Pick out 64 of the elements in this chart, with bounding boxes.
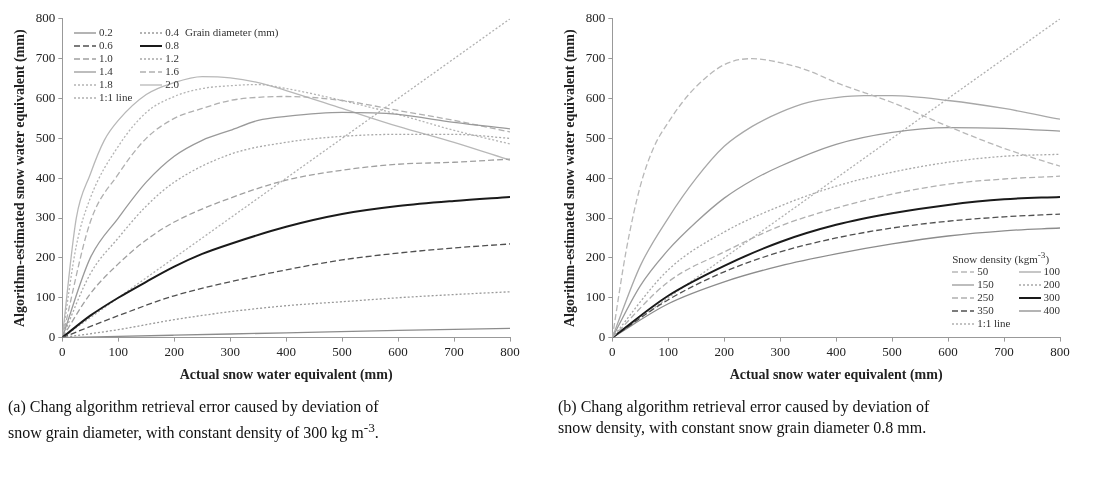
- y-tick-label: 500: [585, 129, 606, 145]
- y-tick-label: 800: [35, 10, 56, 26]
- x-tick-label: 700: [994, 343, 1014, 359]
- y-tick-label: 400: [35, 169, 56, 185]
- legend-label: 1.0: [99, 52, 113, 65]
- legend-label: 2.0: [165, 78, 180, 91]
- x-tick-label: 800: [1050, 343, 1070, 359]
- y-tick-label: 600: [585, 89, 606, 105]
- legend-label: 200: [1043, 278, 1060, 291]
- text: (b) Chang algorithm retrieval error caused by deviation of snow density, with constant snow grain diameter 0.8 mm.: [558, 397, 931, 438]
- legend-label: 1.8: [99, 78, 113, 91]
- legend-label: 300: [1043, 291, 1060, 304]
- legend-label: 150: [977, 278, 994, 291]
- x-tick-label: 100: [108, 343, 129, 359]
- legend-label: 50: [977, 265, 989, 278]
- y-tick-label: 0: [598, 329, 606, 345]
- y-tick-label: 100: [35, 289, 56, 305]
- legend-label: 1.4: [99, 65, 113, 78]
- legend-label: 1.6: [165, 65, 180, 78]
- x-tick-label: 300: [220, 343, 240, 359]
- legend-label: 0.6: [99, 39, 113, 52]
- y-axis-title: Algorithm-estimated snow water equivalent (mm): [12, 29, 29, 327]
- x-tick-label: 500: [332, 343, 352, 359]
- y-tick-label: 600: [35, 89, 56, 105]
- x-tick-label: 300: [770, 343, 790, 359]
- legend-label: 1:1 line: [977, 317, 1011, 330]
- legend-label: 0.4: [165, 26, 180, 39]
- y-tick-label: 200: [35, 249, 56, 265]
- x-tick-label: 600: [388, 343, 408, 359]
- x-axis-title: Actual snow water equivalent (mm): [729, 367, 943, 384]
- text: (a) Chang algorithm retrieval error caused by deviation of snow grain diameter, with constant density of 300 kg m$^{-3}$.: [8, 397, 380, 444]
- x-tick-label: 200: [164, 343, 184, 359]
- legend-title: Grain diameter (mm): [185, 26, 279, 38]
- y-tick-label: 400: [585, 169, 606, 185]
- legend-label: 0.2: [99, 26, 113, 39]
- legend-label: 1:1 line: [99, 91, 133, 104]
- legend-label: 400: [1043, 304, 1060, 317]
- x-tick-label: 400: [826, 343, 846, 359]
- y-axis-title: Algorithm-estimated snow water equivalent (mm): [562, 29, 579, 327]
- legend-label: 1.2: [165, 52, 180, 65]
- x-tick-label: 700: [444, 343, 464, 359]
- x-tick-label: 0: [59, 343, 66, 359]
- y-tick-label: 300: [585, 209, 606, 225]
- legend-label: 250: [977, 291, 994, 304]
- legend-label: 350: [977, 304, 994, 317]
- y-tick-label: 300: [35, 209, 56, 225]
- legend-title: Snow density (kgm$^{-3}$): [952, 250, 1050, 265]
- y-tick-label: 500: [35, 129, 56, 145]
- x-tick-label: 0: [609, 343, 616, 359]
- x-tick-label: 400: [276, 343, 296, 359]
- x-tick-label: 100: [658, 343, 679, 359]
- x-tick-label: 500: [882, 343, 902, 359]
- y-tick-label: 200: [585, 249, 606, 265]
- x-axis-title: Actual snow water equivalent (mm): [179, 367, 393, 384]
- x-tick-label: 200: [714, 343, 734, 359]
- y-tick-label: 100: [585, 289, 606, 305]
- y-tick-label: 700: [35, 50, 56, 66]
- x-tick-label: 600: [938, 343, 958, 359]
- y-tick-label: 700: [585, 50, 606, 66]
- x-tick-label: 800: [500, 343, 520, 359]
- y-tick-label: 800: [585, 10, 606, 26]
- legend-label: 0.8: [165, 39, 180, 52]
- legend-label: 100: [1043, 265, 1060, 278]
- y-tick-label: 0: [48, 329, 56, 345]
